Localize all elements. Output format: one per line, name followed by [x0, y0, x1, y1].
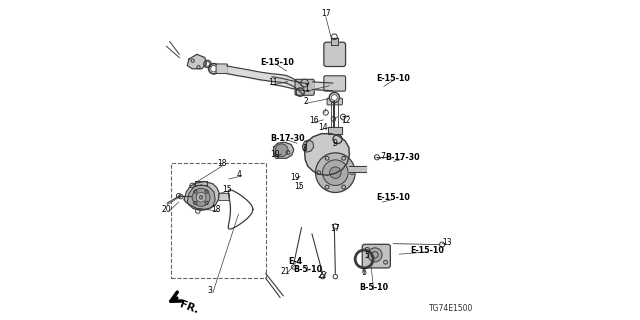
Text: FR.: FR. — [179, 299, 200, 315]
Polygon shape — [184, 182, 220, 209]
FancyBboxPatch shape — [362, 244, 390, 268]
Text: B-5-10: B-5-10 — [293, 265, 323, 274]
Text: 15: 15 — [294, 181, 304, 191]
Text: 14: 14 — [318, 123, 328, 132]
Text: 8: 8 — [302, 144, 307, 153]
Circle shape — [316, 153, 355, 193]
Polygon shape — [305, 134, 349, 175]
Text: 1: 1 — [304, 84, 309, 93]
FancyBboxPatch shape — [295, 79, 314, 95]
Text: E-4: E-4 — [288, 257, 302, 266]
Text: 7: 7 — [380, 152, 385, 161]
Circle shape — [329, 92, 339, 103]
Text: 3: 3 — [207, 286, 212, 295]
Text: 5: 5 — [364, 251, 369, 260]
Circle shape — [368, 248, 382, 262]
Text: 18: 18 — [217, 159, 227, 168]
Circle shape — [199, 196, 203, 199]
Text: 17: 17 — [330, 224, 340, 233]
Text: 11: 11 — [268, 78, 277, 87]
Text: TG74E1500: TG74E1500 — [429, 304, 474, 313]
Text: B-5-10: B-5-10 — [359, 283, 388, 292]
Text: 13: 13 — [442, 238, 452, 247]
Circle shape — [196, 193, 206, 202]
Text: 6: 6 — [362, 268, 367, 277]
Text: E-15-10: E-15-10 — [376, 74, 410, 83]
Text: 18: 18 — [211, 205, 221, 214]
Text: E-15-10: E-15-10 — [376, 193, 410, 202]
Polygon shape — [274, 142, 294, 158]
Text: E-15-10: E-15-10 — [260, 58, 294, 67]
Circle shape — [275, 144, 288, 157]
Polygon shape — [303, 140, 314, 152]
Circle shape — [205, 62, 210, 66]
Text: 22: 22 — [318, 271, 327, 280]
Text: 10: 10 — [271, 150, 280, 159]
Text: E-15-10: E-15-10 — [410, 245, 444, 254]
Text: 15: 15 — [222, 185, 232, 194]
Circle shape — [332, 95, 337, 100]
FancyBboxPatch shape — [324, 42, 346, 67]
Text: 12: 12 — [342, 116, 351, 125]
Polygon shape — [188, 185, 215, 210]
Text: 17: 17 — [321, 9, 331, 18]
Text: 19: 19 — [291, 173, 300, 182]
Text: 16: 16 — [309, 116, 319, 125]
FancyBboxPatch shape — [219, 194, 230, 201]
Text: B-17-30: B-17-30 — [385, 153, 420, 162]
Text: B-17-30: B-17-30 — [270, 134, 305, 143]
Circle shape — [192, 188, 210, 206]
Circle shape — [330, 167, 341, 179]
Bar — [172, 163, 266, 278]
FancyBboxPatch shape — [216, 64, 228, 74]
Text: 2: 2 — [303, 97, 308, 106]
Circle shape — [204, 60, 211, 68]
Text: 20: 20 — [162, 205, 172, 214]
Text: 4: 4 — [237, 170, 242, 179]
Text: 21: 21 — [281, 267, 290, 276]
Text: 9: 9 — [333, 140, 338, 148]
FancyBboxPatch shape — [327, 98, 342, 105]
FancyBboxPatch shape — [324, 76, 346, 91]
Polygon shape — [188, 54, 207, 69]
Circle shape — [323, 160, 348, 186]
